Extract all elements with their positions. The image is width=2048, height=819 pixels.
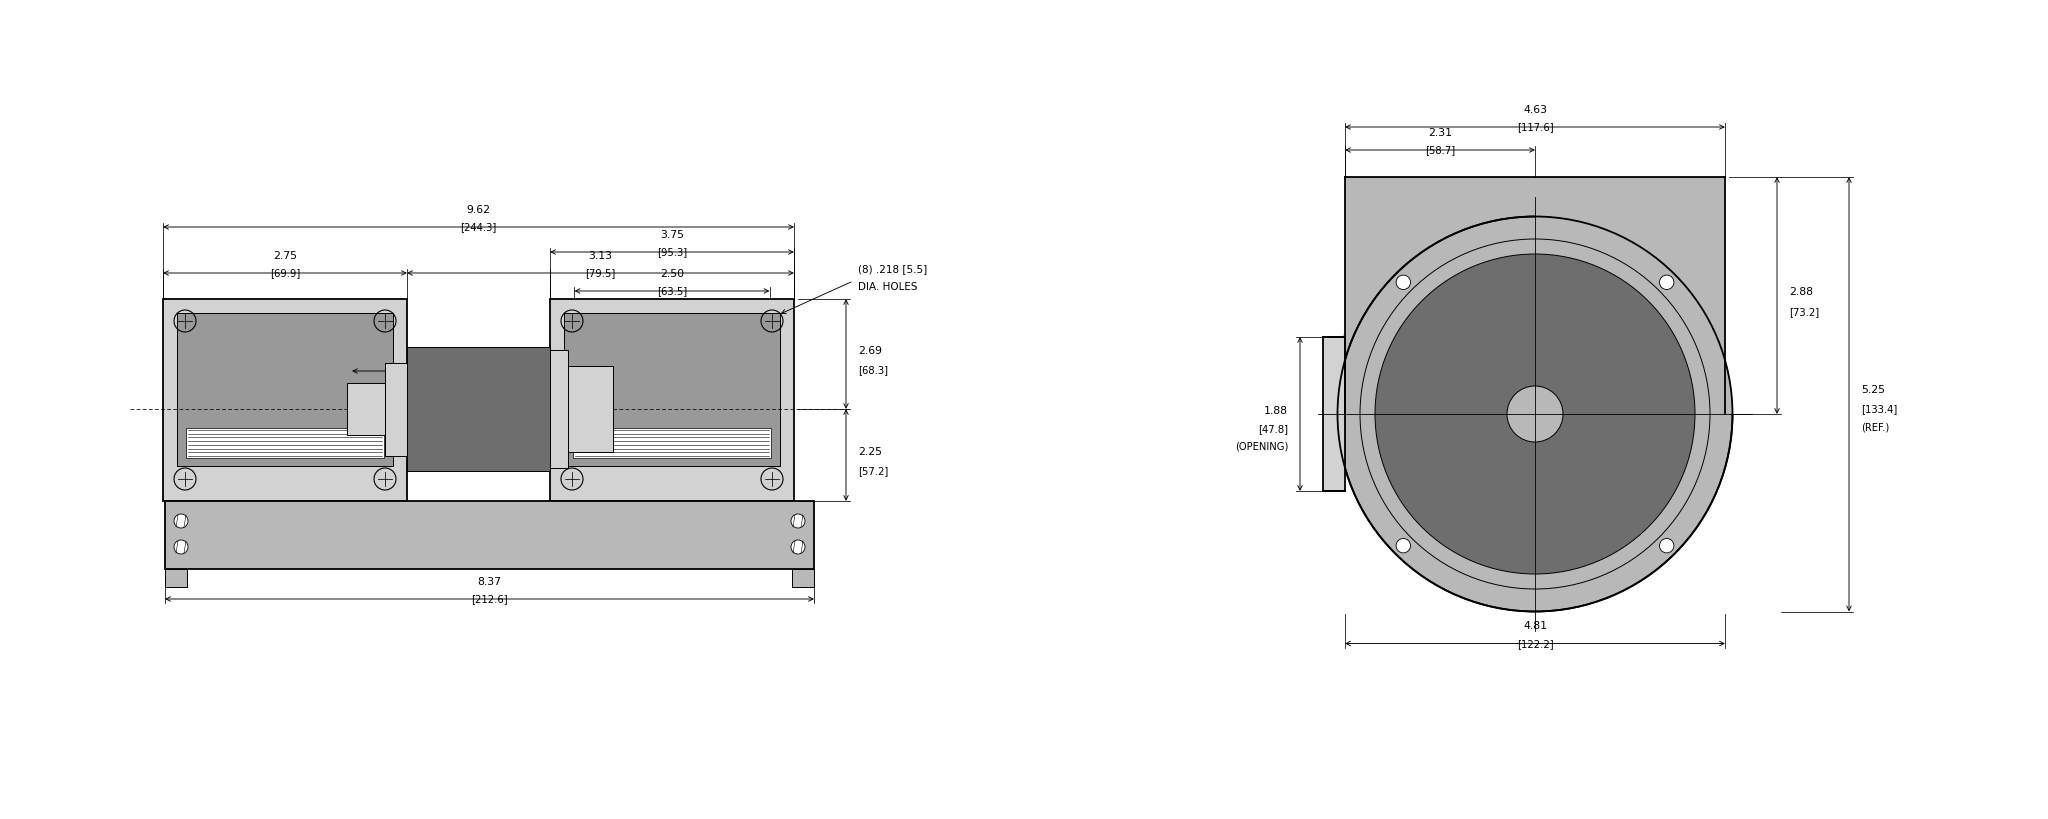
Bar (563, 314, 780, 467)
Text: 3.13: 3.13 (588, 251, 612, 260)
Text: DIA. HOLES: DIA. HOLES (858, 282, 918, 292)
Bar (166, 569, 186, 587)
Bar (567, 366, 612, 453)
Text: [57.2]: [57.2] (858, 466, 889, 476)
Bar (573, 428, 770, 459)
Bar (164, 300, 408, 501)
Bar (1323, 337, 1346, 491)
Circle shape (1397, 276, 1411, 290)
Text: 2.50: 2.50 (659, 269, 684, 278)
Text: [95.3]: [95.3] (657, 247, 686, 257)
Circle shape (1659, 539, 1673, 553)
Text: 2.31: 2.31 (1427, 128, 1452, 138)
Text: 4.63: 4.63 (1524, 105, 1546, 115)
Bar (551, 351, 567, 468)
Text: (OPENING): (OPENING) (1235, 441, 1288, 451)
Text: 2.88: 2.88 (1790, 287, 1812, 297)
Text: [63.5]: [63.5] (657, 286, 686, 296)
Text: [73.2]: [73.2] (1790, 306, 1819, 317)
Text: [79.5]: [79.5] (586, 268, 616, 278)
Text: [117.6]: [117.6] (1518, 122, 1552, 133)
Circle shape (174, 514, 188, 528)
Text: [68.3]: [68.3] (858, 365, 889, 375)
Bar (408, 347, 551, 472)
Text: 2.25: 2.25 (858, 446, 883, 456)
Circle shape (1374, 255, 1696, 574)
Bar (551, 300, 795, 501)
Bar (793, 569, 813, 587)
Text: [98.3]: [98.3] (434, 372, 463, 382)
Text: 2.75: 2.75 (272, 251, 297, 260)
Text: 9.62: 9.62 (467, 205, 492, 215)
Wedge shape (1327, 207, 1536, 414)
Wedge shape (1364, 222, 1507, 404)
Text: 3.87: 3.87 (436, 354, 461, 364)
Text: 5.25: 5.25 (1862, 385, 1884, 395)
Text: 2.69: 2.69 (858, 346, 883, 355)
Circle shape (791, 541, 805, 554)
Circle shape (1337, 217, 1733, 612)
Text: [58.7]: [58.7] (1425, 145, 1454, 156)
Text: [69.9]: [69.9] (270, 268, 301, 278)
Text: 3.75: 3.75 (659, 229, 684, 240)
Circle shape (1397, 539, 1411, 553)
Bar (346, 383, 385, 436)
Text: (REF.): (REF.) (1862, 422, 1888, 432)
Circle shape (174, 541, 188, 554)
Text: [133.4]: [133.4] (1862, 404, 1896, 414)
Text: [47.8]: [47.8] (1257, 423, 1288, 433)
Text: [212.6]: [212.6] (471, 594, 508, 604)
Bar (186, 428, 385, 459)
Bar (1346, 178, 1724, 414)
Circle shape (791, 514, 805, 528)
Text: [122.2]: [122.2] (1518, 638, 1552, 648)
Bar (176, 314, 393, 467)
Text: 1.88: 1.88 (1264, 405, 1288, 415)
Bar (166, 501, 813, 569)
Text: 4.81: 4.81 (1524, 621, 1546, 631)
Text: [244.3]: [244.3] (461, 222, 496, 233)
Bar (385, 363, 408, 456)
Text: (8) .218 [5.5]: (8) .218 [5.5] (858, 264, 928, 274)
Circle shape (1507, 387, 1563, 442)
Text: 8.37: 8.37 (477, 577, 502, 586)
Wedge shape (1337, 414, 1733, 612)
Circle shape (1659, 276, 1673, 290)
